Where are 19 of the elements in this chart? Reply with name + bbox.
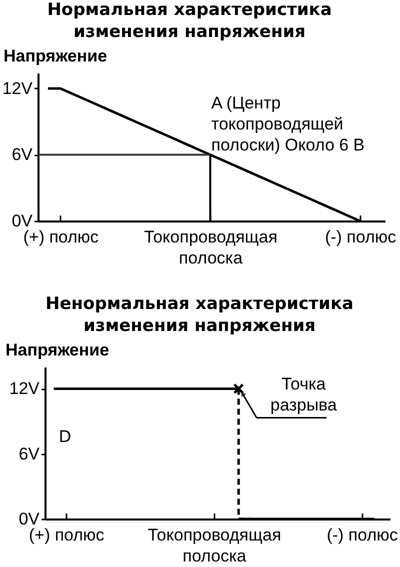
y-axis-title: Напряжение bbox=[4, 46, 108, 66]
y-tick-label: 6V bbox=[18, 444, 40, 464]
y-tick-label: 6V bbox=[12, 145, 34, 164]
y-tick-label: 12V bbox=[9, 379, 40, 398]
chart-title: Нормальная характеристика изменения напряжения bbox=[47, 0, 332, 42]
x-tick-label: (+) полюс bbox=[23, 228, 100, 246]
x-tick-label: Токопроводящая полоска bbox=[148, 526, 282, 566]
annotation: D bbox=[58, 427, 72, 446]
y-tick-label: 12V bbox=[2, 78, 34, 98]
legend-label: Точка разрыва bbox=[270, 374, 338, 415]
annotation: A (Центр токопроводящей полоски) Около 6 В bbox=[211, 94, 365, 155]
y-tick-label: 0V bbox=[18, 510, 40, 528]
y-tick-label: 0V bbox=[12, 212, 34, 230]
x-tick-label: (+) полюс bbox=[28, 526, 105, 544]
y-axis-title: Напряжение bbox=[6, 340, 110, 360]
x-tick-label: (-) полюс bbox=[326, 526, 398, 544]
x-tick-label: Токопроводящая полоска bbox=[144, 228, 278, 268]
chart-title: Ненормальная характеристика изменения напряжения bbox=[46, 294, 354, 336]
x-tick-label: (-) полюс bbox=[324, 228, 397, 246]
